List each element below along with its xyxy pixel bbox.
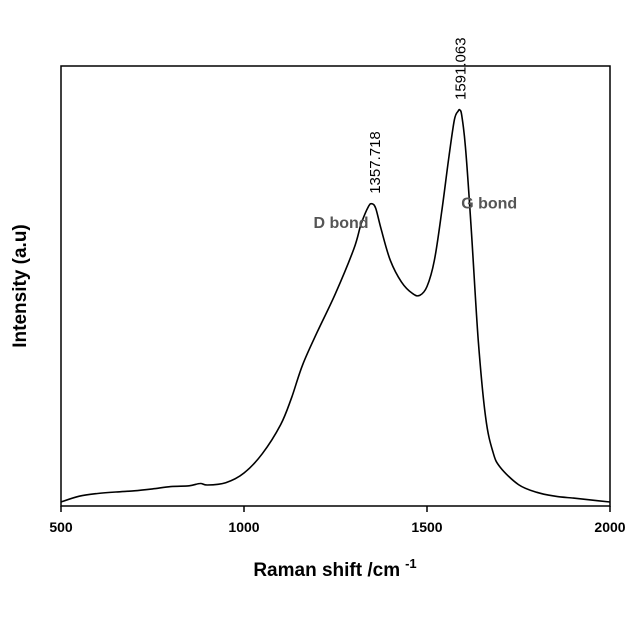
peak-label-1: 1357.718 <box>367 131 384 194</box>
x-tick-label-1500: 1500 <box>411 519 442 535</box>
x-axis-title-main: Raman shift /cm <box>253 560 400 581</box>
x-axis-title-superscript: -1 <box>405 556 417 571</box>
peak-label-2: 1591.063 <box>452 37 469 100</box>
y-axis-title: Intensity (a.u) <box>10 224 31 348</box>
annotations: 1357.718 1591.063 D bond G bond <box>313 37 517 231</box>
x-axis-title: Raman shift /cm -1 <box>253 556 416 581</box>
band-label-4: G bond <box>461 196 517 213</box>
band-label-3: D bond <box>313 215 368 232</box>
plot-frame <box>60 65 611 507</box>
spectrum-line <box>60 108 611 503</box>
x-tick-label-1000: 1000 <box>228 519 259 535</box>
x-axis-ticks: 500 1000 1500 2000 <box>49 506 626 535</box>
x-tick-label-500: 500 <box>49 519 73 535</box>
x-tick-label-2000: 2000 <box>594 519 625 535</box>
